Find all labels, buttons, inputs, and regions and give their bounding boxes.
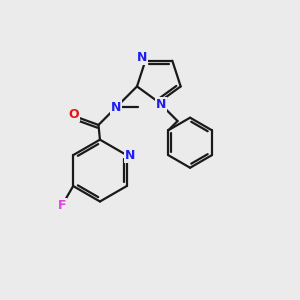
Text: N: N bbox=[156, 98, 166, 111]
Text: N: N bbox=[125, 148, 135, 162]
Text: F: F bbox=[58, 199, 66, 212]
Text: N: N bbox=[136, 51, 147, 64]
Text: N: N bbox=[111, 101, 122, 114]
Text: O: O bbox=[69, 108, 80, 121]
